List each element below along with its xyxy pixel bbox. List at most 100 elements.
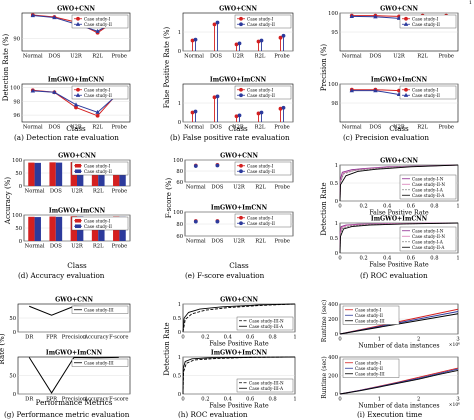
y-axis-label-a: Detection Rate (%) [2,33,10,101]
legend-label-i1-2: Case study-III [355,371,385,376]
caption-f: (f) ROC evaluation [360,271,428,280]
y-tick-label-a1-0: 96 [13,113,20,119]
panel-title-d1: ImGWO+ImCNN [49,208,106,215]
stem-head-b1-s1-0 [193,109,198,114]
y-tick-label-g0-1: 50 [9,316,16,322]
y-tick-label-i1-0: 0 [335,392,338,398]
y-axis-label-h: Detection Rate [163,322,171,375]
legend-label-a1-0: Case study-I [84,87,111,92]
x-tick-label-i0-1: 1 [378,337,381,343]
legend-box-h0 [236,316,294,331]
legend-label-e1-1: Case study-II [247,221,275,226]
x-tick-label-i1-2: 2 [417,397,420,403]
x-tick-label-b1-3: R2L [255,125,266,131]
y-tick-label-e1-2: 100 [173,210,183,216]
x-tick-label-h0-2: 0.4 [224,335,233,341]
panel-title-e0: GWO+CNN [220,153,258,160]
x-axis-label-f0: False Positive Rate [369,210,429,217]
legend-swatch-d0-1 [75,169,81,174]
x-axis-label-e: Class [229,261,249,270]
y-tick-label-d1-2: 100 [12,213,22,219]
y-tick-label-b1-0: 0 [178,120,181,126]
stem-head-b1-s1-4 [281,105,286,110]
y-axis-label-i1: Runtime (sec) [321,356,328,398]
y-tick-label-g1-1: 50 [9,374,16,380]
y-tick-label-h1-2: 1 [178,355,181,361]
legend-box-a0 [71,14,129,29]
data-point-a1-s1-3 [95,109,100,114]
y-tick-label-a1-2: 100 [10,85,20,91]
legend-box-e0 [234,161,292,176]
legend-label-e1-0: Case study-I [247,215,274,220]
x-tick-label-h0-4: 0.8 [268,335,276,341]
stem-head-b0-s0-1 [212,22,217,27]
data-point-a0-s1-3 [95,28,100,33]
legend-label-b0-0: Case study-I [247,16,274,21]
panel-title-f0: GWO+CNN [380,158,418,165]
legend-swatch-d0-0 [75,163,81,168]
y-axis-label-g: Rate (%) [0,333,6,364]
data-point-a1-s0-2 [74,105,78,110]
x-tick-label-f1-5: 1 [456,256,459,262]
x-tick-label-f1-2: 0.4 [383,256,392,262]
x-tick-label-a0-4: Probe [111,54,126,60]
x-tick-label-g0-0: DR [25,335,34,341]
x-tick-label-c0-3: R2L [417,54,428,60]
x-tick-label-f0-2: 0.4 [383,204,392,210]
data-point-c0-s1-1 [373,14,378,19]
y-tick-label-b0-1: 1 [178,30,181,36]
x-tick-label-i0-2: 2 [417,337,420,343]
x-tick-label-d0-1: DOS [50,189,62,195]
y-tick-label-e0-0: 60 [176,180,183,186]
x-tick-label-e0-1: DOS [211,185,223,191]
data-point-e0-s1-1 [215,163,220,168]
series-line-g1-s0 [28,356,119,394]
y-tick-label-f0-1: 0.5 [330,181,338,187]
legend-marker-a0-1 [75,21,81,26]
x-tick-label-d1-3: R2L [93,244,104,250]
x-tick-label-e0-2: U2R [233,185,246,191]
panel-title-a0: GWO+CNN [57,6,95,13]
stem-head-b1-s1-3 [259,110,264,115]
legend-box-g1 [71,358,129,367]
legend-swatch-d1-1 [75,224,81,229]
x-tick-label-c1-4: Probe [438,125,453,131]
bar-d1-s1-0 [34,217,41,241]
x-tick-label-g0-1: FPR [46,335,58,341]
y-tick-label-d1-1: 50 [15,226,22,232]
x-axis-label-d: Class [67,261,87,270]
legend-box-c1 [399,85,457,100]
legend-marker-b1-1 [239,93,243,98]
x-tick-label-i1-1: 1 [378,397,381,403]
y-tick-label-e1-1: 80 [176,222,183,228]
x-tick-label-i1-0: 0 [338,397,341,403]
panel-title-h1: ImGWO+ImCNN [211,350,268,357]
y-tick-label-i0-1: 200 [328,317,338,323]
y-tick-label-i1-2: 400 [328,355,338,361]
caption-d: (d) Accuracy evaluation [18,271,105,280]
x-tick-label-c0-1: DOS [369,54,381,60]
x-tick-label-a0-3: R2L [92,54,103,60]
x-tick-label-b1-1: DOS [210,125,222,131]
series-line-f0-s0 [339,164,459,202]
x-axis-label-g: Performance Metrics [36,398,113,407]
x-tick-label-f1-3: 0.6 [407,256,415,262]
x-tick-label-f0-4: 0.8 [430,204,438,210]
legend-box-g0 [71,305,129,314]
y-tick-label-e0-2: 100 [173,158,183,164]
bar-d0-s0-1 [49,162,56,186]
legend-label-h1-0: Case study-III-N [249,380,284,385]
legend-label-b1-1: Case study-II [247,93,275,98]
y-axis-label-f: Detection Rate [320,182,328,235]
legend-label-d0-0: Case study-I [84,163,111,168]
legend-box-b0 [234,14,292,29]
legend-box-h1 [236,378,294,393]
stem-head-b1-s1-1 [215,94,220,99]
legend-label-d1-0: Case study-I [84,218,111,223]
legend-label-g1-0: Case study-III [84,360,114,365]
legend-label-c1-1: Case study-II [412,93,440,98]
stem-head-b1-s1-2 [237,113,242,118]
legend-label-c1-0: Case study-I [412,87,439,92]
x-tick-label-g1-3: Accuracy [83,397,108,403]
legend-marker-e0-1 [239,169,243,174]
